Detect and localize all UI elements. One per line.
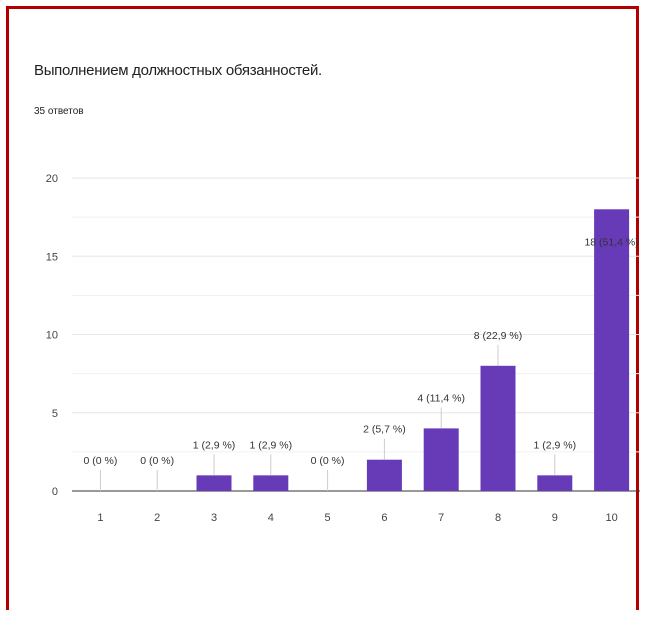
x-tick-label: 6 [381,512,387,524]
data-label: 1 (2,9 %) [193,439,236,451]
bar [594,209,630,492]
data-label: 0 (0 %) [311,455,345,467]
response-count: 35 ответов [34,106,84,117]
x-tick-label: 8 [495,512,501,524]
data-label: 2 (5,7 %) [363,424,406,436]
x-tick-label: 9 [552,512,558,524]
bar [537,475,573,491]
y-tick-label: 10 [46,330,58,342]
x-tick-label: 3 [211,512,217,524]
bar [480,365,516,491]
data-label: 1 (2,9 %) [249,439,292,451]
data-label: 18 (51,4 %) [584,236,638,248]
x-tick-label: 7 [438,512,444,524]
chart-title: Выполнением должностных обязанностей. [34,62,322,79]
y-tick-label: 20 [46,173,58,185]
x-tick-label: 5 [325,512,331,524]
data-label: 8 (22,9 %) [474,330,522,342]
data-label: 0 (0 %) [140,455,174,467]
y-tick-label: 5 [52,408,58,420]
bar [253,475,289,491]
image-frame [6,6,639,610]
y-tick-label: 0 [52,486,58,498]
y-tick-label: 15 [46,251,58,263]
x-tick-label: 4 [268,512,274,524]
bar [423,428,459,491]
x-tick-label: 10 [605,512,617,524]
bar [366,459,402,491]
x-tick-label: 2 [154,512,160,524]
x-tick-label: 1 [97,512,103,524]
bar [196,475,232,491]
data-label: 1 (2,9 %) [533,439,576,451]
data-label: 4 (11,4 %) [417,392,465,404]
data-label: 0 (0 %) [83,455,117,467]
